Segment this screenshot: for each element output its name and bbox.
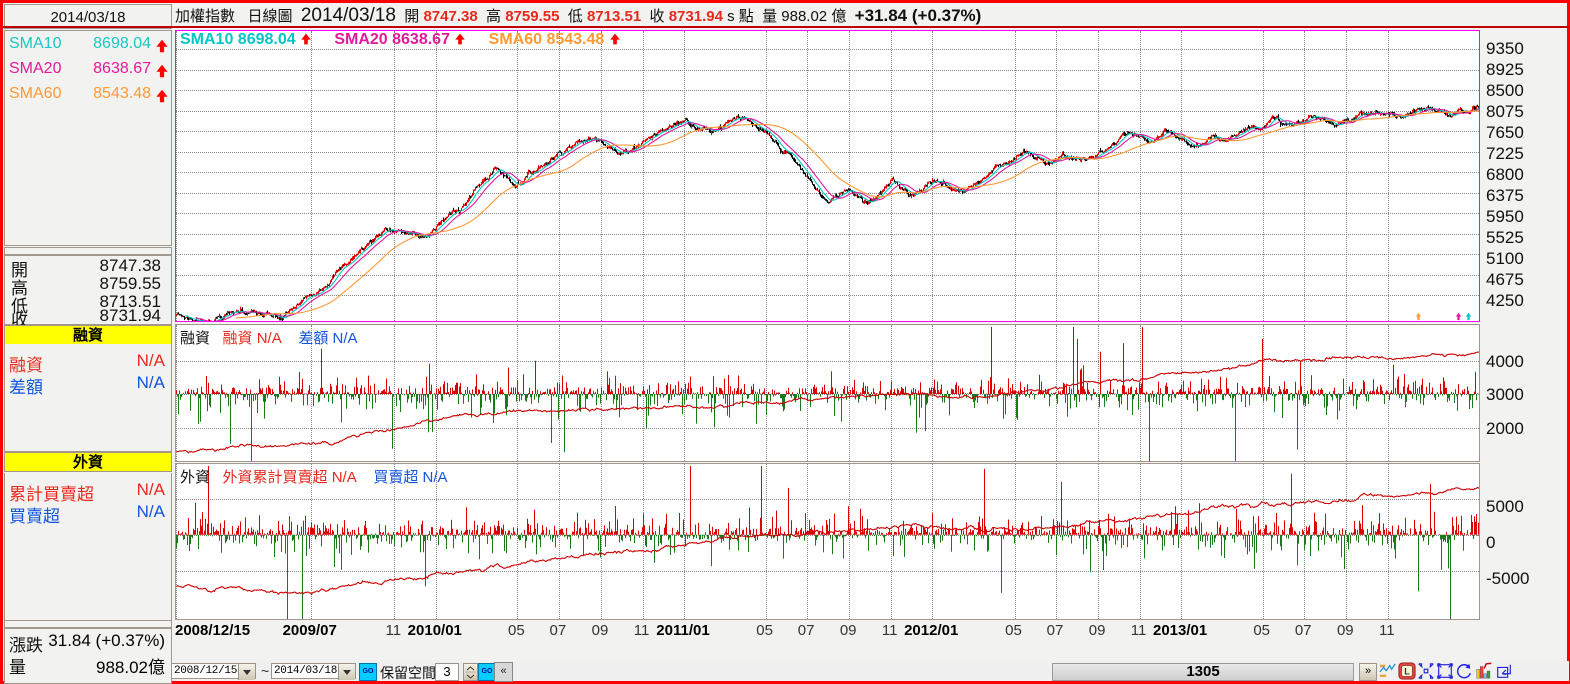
svg-text:L: L xyxy=(1404,667,1410,677)
